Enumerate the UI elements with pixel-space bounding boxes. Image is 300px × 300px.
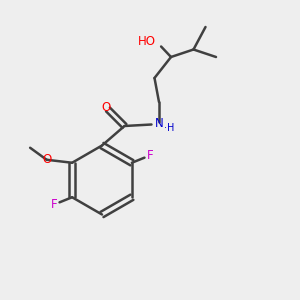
- Text: N: N: [154, 117, 164, 130]
- Text: O: O: [42, 153, 51, 166]
- Text: ·H: ·H: [164, 123, 174, 133]
- Text: F: F: [51, 198, 57, 211]
- Text: F: F: [147, 149, 153, 162]
- Text: O: O: [101, 101, 110, 114]
- Text: HO: HO: [138, 35, 156, 49]
